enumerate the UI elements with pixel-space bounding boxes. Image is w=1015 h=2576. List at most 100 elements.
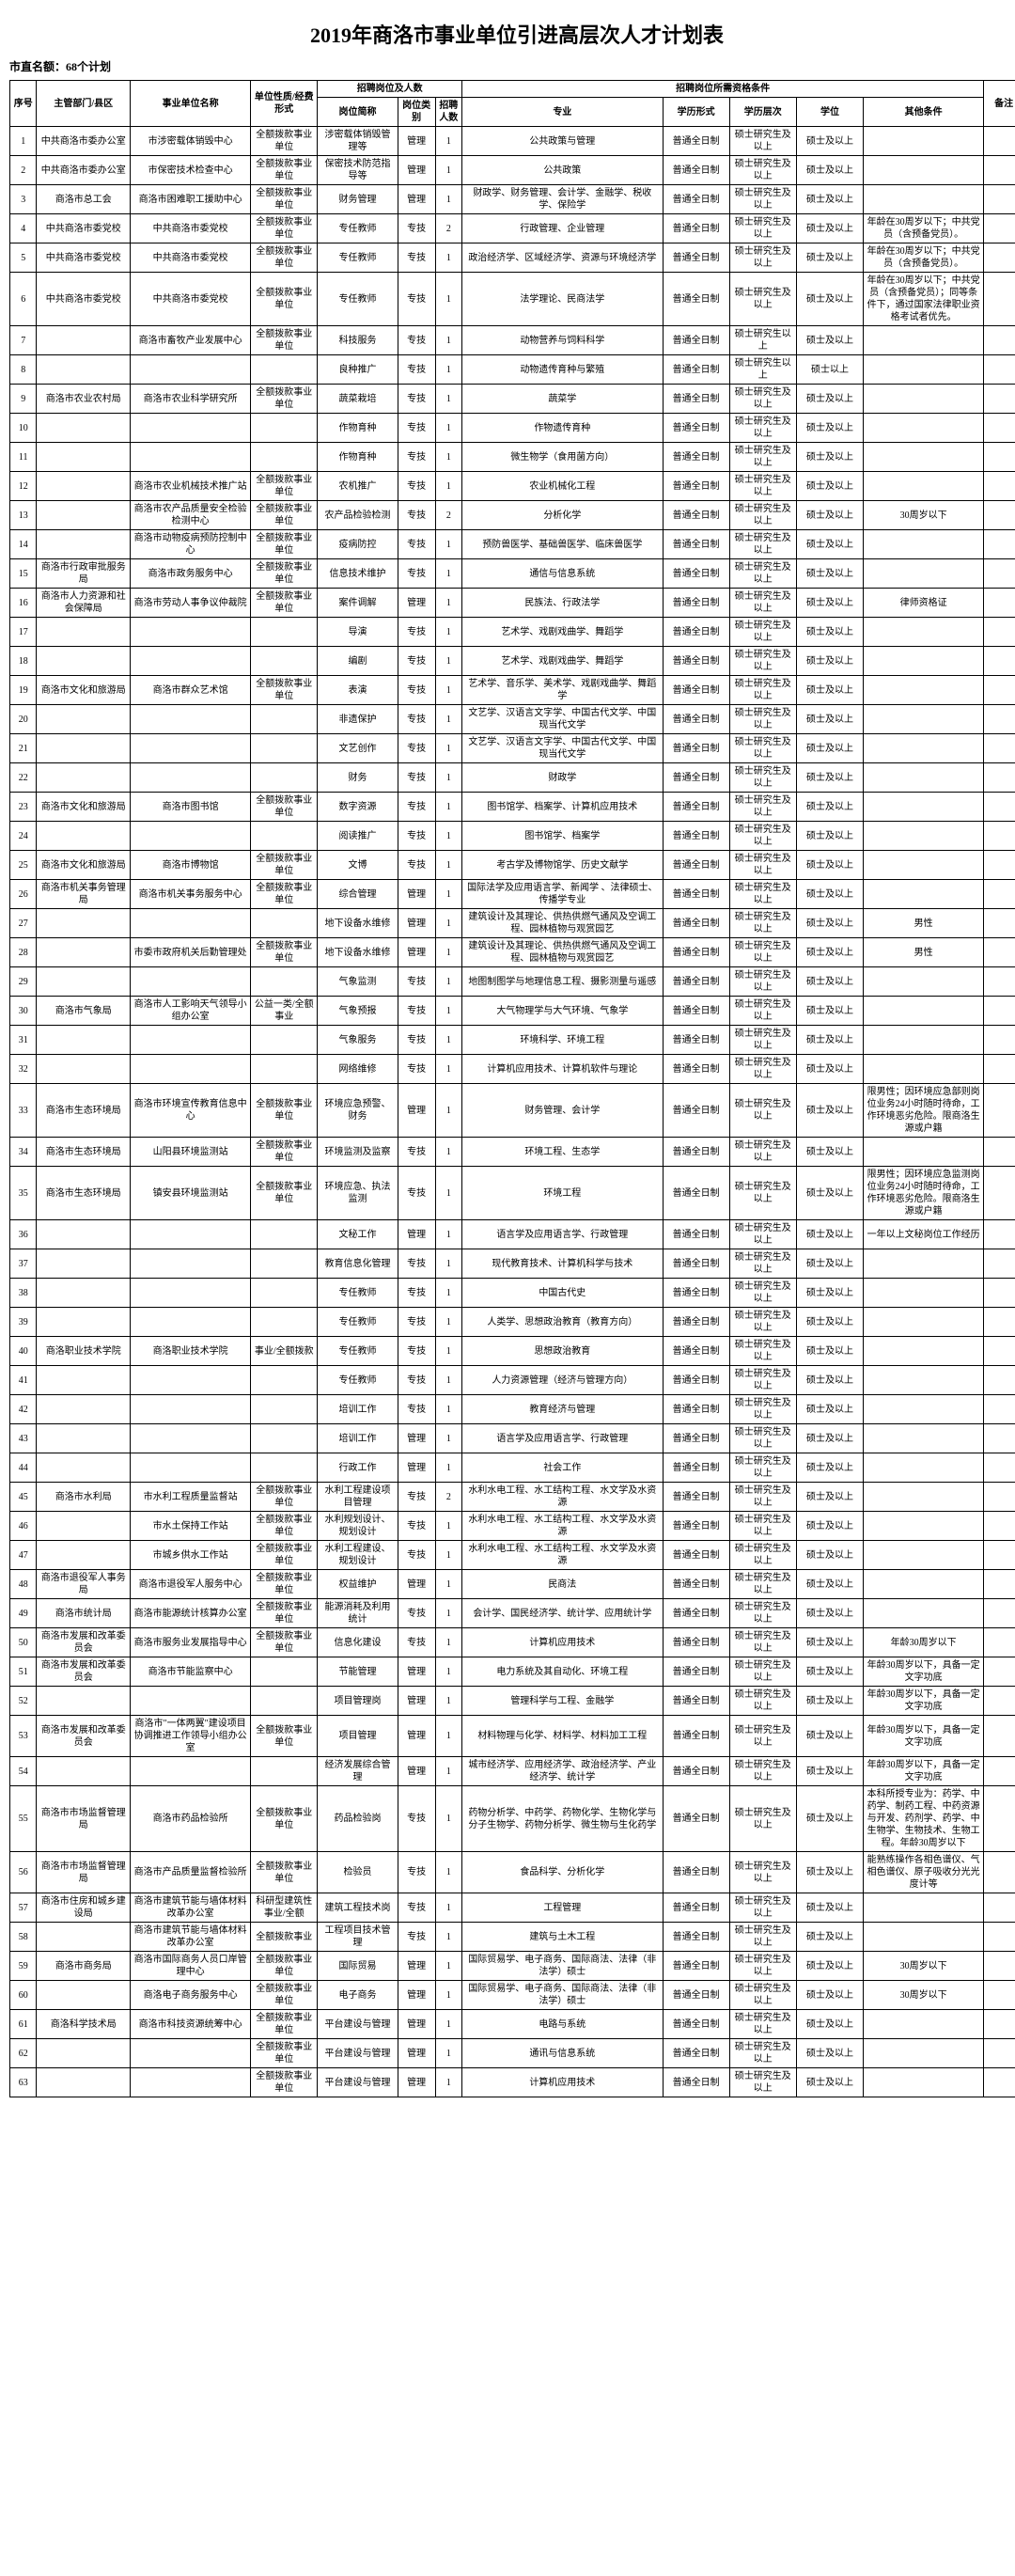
cell-seq: 41 <box>10 1366 37 1395</box>
cell-unit: 商洛市图书馆 <box>131 793 251 822</box>
cell-num: 1 <box>435 1337 462 1366</box>
cell-nature: 全额拨款事业单位 <box>251 1852 318 1893</box>
cell-seq: 22 <box>10 763 37 793</box>
cell-seq: 16 <box>10 589 37 618</box>
cell-num: 1 <box>435 1084 462 1138</box>
cell-ptype: 专技 <box>398 1366 435 1395</box>
cell-nature: 全额拨款事业单位 <box>251 1167 318 1220</box>
cell-level: 硕士研究生及以上 <box>729 1923 796 1952</box>
cell-major: 建筑设计及其理论、供热供燃气通风及空调工程、园林植物与观赏园艺 <box>462 938 664 967</box>
cell-pos: 能源消耗及利用统计 <box>318 1599 398 1628</box>
cell-seq: 31 <box>10 1026 37 1055</box>
cell-degree: 硕士及以上 <box>796 938 863 967</box>
cell-nature <box>251 1308 318 1337</box>
cell-num: 1 <box>435 793 462 822</box>
cell-remark <box>984 472 1015 501</box>
cell-pos: 气象服务 <box>318 1026 398 1055</box>
cell-level: 硕士研究生及以上 <box>729 1541 796 1570</box>
cell-remark <box>984 1657 1015 1687</box>
cell-unit <box>131 1026 251 1055</box>
cell-ptype: 专技 <box>398 355 435 385</box>
cell-seq: 23 <box>10 793 37 822</box>
cell-num: 1 <box>435 1167 462 1220</box>
cell-pos: 非遗保护 <box>318 705 398 734</box>
cell-degree: 硕士及以上 <box>796 1249 863 1279</box>
cell-num: 2 <box>435 214 462 243</box>
cell-degree: 硕士及以上 <box>796 618 863 647</box>
table-row: 41专任教师专技1人力资源管理（经济与管理方向）普通全日制硕士研究生及以上硕士及… <box>10 1366 1015 1395</box>
cell-degree: 硕士及以上 <box>796 763 863 793</box>
cell-other: 限男性；因环境应急部则岗位业务24小时随时待命，工作环境恶劣危险。限商洛生源或户… <box>864 1084 984 1138</box>
cell-ptype: 管理 <box>398 1716 435 1757</box>
cell-seq: 40 <box>10 1337 37 1366</box>
cell-nature <box>251 822 318 851</box>
cell-other <box>864 1541 984 1570</box>
th-dept: 主管部门/县区 <box>37 81 131 127</box>
cell-level: 硕士研究生及以上 <box>729 530 796 559</box>
th-eduform: 学历形式 <box>663 98 729 127</box>
table-row: 44行政工作管理1社会工作普通全日制硕士研究生及以上硕士及以上 <box>10 1453 1015 1483</box>
cell-major: 国际贸易学、电子商务、国际商法、法律（非法学）硕士 <box>462 1952 664 1981</box>
plan-table: 序号 主管部门/县区 事业单位名称 单位性质/经费形式 招聘岗位及人数 招聘岗位… <box>9 80 1015 2097</box>
cell-remark <box>984 1026 1015 1055</box>
cell-pos: 水利工程建设、规划设计 <box>318 1541 398 1570</box>
cell-major: 教育经济与管理 <box>462 1395 664 1424</box>
cell-ptype: 专技 <box>398 214 435 243</box>
cell-other <box>864 1570 984 1599</box>
table-row: 16商洛市人力资源和社会保障局商洛市劳动人事争议仲裁院全额拨款事业单位案件调解管… <box>10 589 1015 618</box>
cell-unit: 市涉密载体销毁中心 <box>131 127 251 156</box>
cell-num: 1 <box>435 127 462 156</box>
cell-other <box>864 822 984 851</box>
cell-num: 1 <box>435 414 462 443</box>
cell-unit <box>131 1055 251 1084</box>
cell-other <box>864 1308 984 1337</box>
cell-level: 硕士研究生及以上 <box>729 705 796 734</box>
cell-unit: 市委市政府机关后勤管理处 <box>131 938 251 967</box>
cell-other <box>864 326 984 355</box>
cell-remark <box>984 2039 1015 2068</box>
cell-seq: 55 <box>10 1786 37 1852</box>
cell-unit <box>131 1687 251 1716</box>
cell-num: 1 <box>435 185 462 214</box>
cell-other <box>864 2010 984 2039</box>
cell-ptype: 专技 <box>398 472 435 501</box>
cell-nature: 全额拨款事业单位 <box>251 1541 318 1570</box>
cell-form: 普通全日制 <box>663 2068 729 2097</box>
cell-num: 1 <box>435 355 462 385</box>
cell-major: 环境工程 <box>462 1167 664 1220</box>
table-row: 25商洛市文化和旅游局商洛市博物馆全额拨款事业单位文博专技1考古学及博物馆学、历… <box>10 851 1015 880</box>
cell-major: 材料物理与化学、材料学、材料加工工程 <box>462 1716 664 1757</box>
cell-degree: 硕士及以上 <box>796 1424 863 1453</box>
cell-other <box>864 1893 984 1923</box>
cell-form: 普通全日制 <box>663 1687 729 1716</box>
cell-ptype: 专技 <box>398 1852 435 1893</box>
cell-degree: 硕士及以上 <box>796 1395 863 1424</box>
cell-major: 艺术学、音乐学、美术学、戏剧戏曲学、舞蹈学 <box>462 676 664 705</box>
cell-unit: 中共商洛市委党校 <box>131 243 251 273</box>
table-row: 26商洛市机关事务管理局商洛市机关事务服务中心全额拨款事业单位综合管理管理1国际… <box>10 880 1015 909</box>
cell-degree: 硕士及以上 <box>796 589 863 618</box>
cell-remark <box>984 1483 1015 1512</box>
cell-pos: 财务 <box>318 763 398 793</box>
cell-num: 1 <box>435 326 462 355</box>
cell-level: 硕士研究生及以上 <box>729 1483 796 1512</box>
cell-major: 作物遗传育种 <box>462 414 664 443</box>
table-row: 50商洛市发展和改革委员会商洛市服务业发展指导中心全额拨款事业单位信息化建设专技… <box>10 1628 1015 1657</box>
table-row: 3商洛市总工会商洛市困难职工援助中心全额拨款事业单位财务管理管理1财政学、财务管… <box>10 185 1015 214</box>
cell-nature <box>251 1055 318 1084</box>
cell-degree: 硕士及以上 <box>796 273 863 326</box>
cell-pos: 气象监测 <box>318 967 398 997</box>
cell-dept <box>37 501 131 530</box>
cell-seq: 47 <box>10 1541 37 1570</box>
cell-unit: 商洛市"一体两翼"建设项目协调推进工作领导小组办公室 <box>131 1716 251 1757</box>
cell-major: 公共政策与管理 <box>462 127 664 156</box>
cell-level: 硕士研究生及以上 <box>729 385 796 414</box>
cell-level: 硕士研究生及以上 <box>729 1395 796 1424</box>
table-row: 27地下设备水维修管理1建筑设计及其理论、供热供燃气通风及空调工程、园林植物与观… <box>10 909 1015 938</box>
cell-remark <box>984 273 1015 326</box>
cell-nature: 全额拨款事业单位 <box>251 1570 318 1599</box>
cell-level: 硕士研究生及以上 <box>729 1167 796 1220</box>
cell-ptype: 专技 <box>398 414 435 443</box>
th-seq: 序号 <box>10 81 37 127</box>
table-row: 35商洛市生态环境局镇安县环境监测站全额拨款事业单位环境应急、执法监测专技1环境… <box>10 1167 1015 1220</box>
